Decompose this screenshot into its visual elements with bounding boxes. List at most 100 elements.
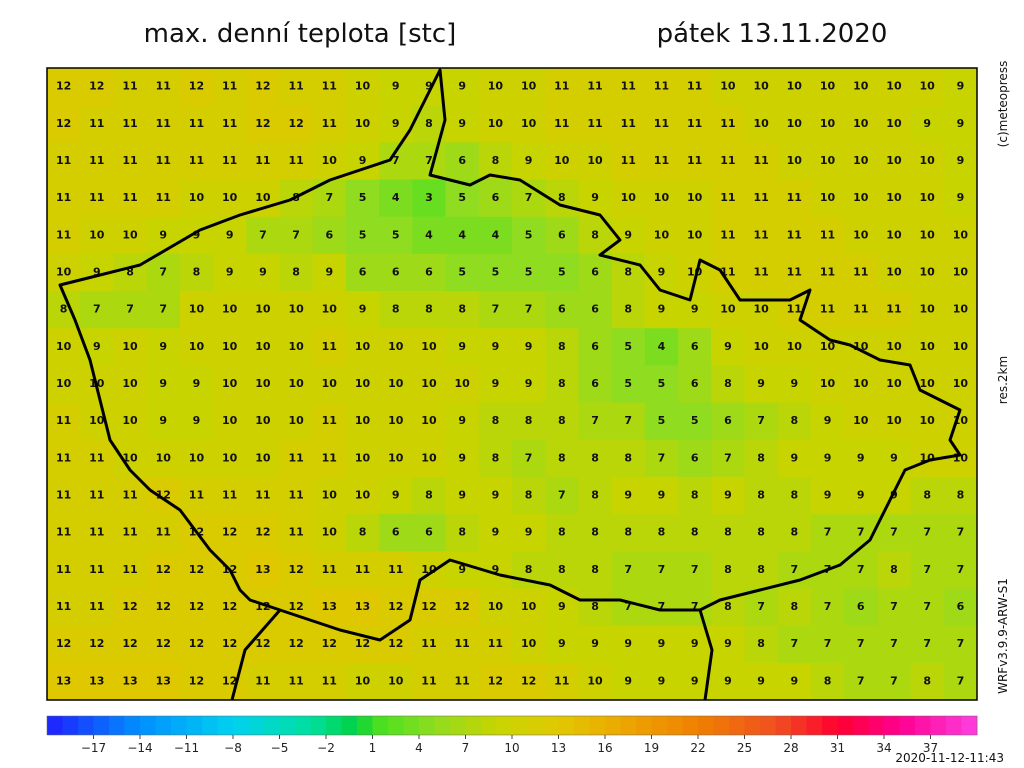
colorbar-cell [481,716,497,735]
map-title: max. denní teplota [stc] [144,19,457,49]
cell-value: 11 [56,154,71,167]
cell-value: 11 [322,451,337,464]
grid-cell [545,216,579,255]
grid-cell [213,365,247,404]
timestamp: 2020-11-12-11:43 [895,751,1004,765]
grid-cell [877,662,912,701]
grid-cell [711,179,745,218]
grid-cell [844,439,878,478]
grid-cell [711,402,745,441]
grid-cell [678,216,712,255]
colorbar-cell [78,716,94,735]
grid-cell [345,179,380,218]
cell-value: 11 [189,154,204,167]
cell-value: 9 [691,637,699,650]
grid-cell [578,105,613,143]
cell-value: 10 [56,377,72,390]
grid-cell [412,588,447,627]
cell-value: 9 [492,526,500,539]
cell-value: 10 [886,80,902,93]
grid-cell [943,68,978,106]
grid-cell [478,588,513,627]
cell-value: 12 [488,674,503,687]
grid-cell [810,662,845,701]
cell-value: 9 [93,265,101,278]
grid-cell [644,291,679,329]
grid-cell [711,514,745,552]
grid-cell [379,514,413,552]
cell-value: 12 [189,600,204,613]
grid-cell [744,402,779,441]
cell-value: 10 [322,154,338,167]
grid-cell [877,68,912,106]
colorbar-cell [279,716,296,735]
cell-value: 12 [255,526,270,539]
cell-value: 10 [687,191,703,204]
grid-cell [345,216,380,255]
cell-value: 10 [288,340,304,353]
cell-value: 10 [587,154,603,167]
grid-cell [345,476,380,515]
cell-value: 10 [886,340,902,353]
cell-value: 12 [322,637,337,650]
cell-value: 8 [425,489,433,502]
grid-cell [279,402,314,441]
grid-cell [312,253,347,292]
colorbar-tick-label: 31 [830,741,845,755]
cell-value: 10 [920,377,936,390]
grid-cell [312,439,347,478]
grid-cell [146,625,181,664]
cell-value: 8 [824,674,832,687]
grid-cell [943,439,978,478]
grid-cell [113,662,148,701]
grid-cell [146,439,181,478]
cell-value: 7 [658,451,666,464]
colorbar-cell [496,716,513,735]
colorbar-tick-label: 1 [369,741,377,755]
grid-cell [744,291,779,329]
colorbar-cell [217,716,234,735]
grid-cell [379,68,413,106]
grid-cell [246,216,280,255]
cell-value: 11 [753,265,768,278]
cell-value: 11 [554,80,569,93]
grid-cell [113,216,148,255]
grid-cell [445,402,480,441]
grid-cell [844,365,878,404]
colorbar-cell [403,716,420,735]
grid-cell [478,291,513,329]
cell-value: 13 [156,674,171,687]
cell-value: 12 [156,489,171,502]
grid-cell [512,402,546,441]
grid-cell [910,179,945,218]
cell-value: 10 [886,228,902,241]
grid-cell [910,476,945,515]
grid-cell [312,551,347,589]
cell-value: 9 [159,377,167,390]
grid-cell [80,291,114,329]
grid-cell [478,365,513,404]
cell-value: 9 [392,117,400,130]
grid-cell [478,476,513,515]
grid-cell [943,551,978,589]
grid-cell [877,179,912,218]
cell-value: 8 [757,451,765,464]
grid-cell [113,253,148,292]
grid-cell [445,588,480,627]
grid-cell [943,625,978,664]
cell-value: 10 [222,340,238,353]
colorbar-tick-label: 4 [415,741,423,755]
colorbar-cell [109,716,125,735]
cell-value: 11 [122,489,137,502]
model: WRFv3.9.9-ARW-S1 [996,578,1010,694]
cell-value: 9 [591,191,599,204]
temperature-grid: 12 12 11 11 12 11 12 11 11 10 9 9 9 10 10 11 11 11 11 11 10 1… [47,68,978,701]
grid-cell [47,514,81,552]
cell-value: 10 [56,265,72,278]
grid-cell [943,476,978,515]
cell-value: 10 [920,265,936,278]
cell-value: 5 [359,191,367,204]
cell-value: 9 [957,191,965,204]
cell-value: 4 [658,340,666,353]
cell-value: 8 [624,303,632,316]
